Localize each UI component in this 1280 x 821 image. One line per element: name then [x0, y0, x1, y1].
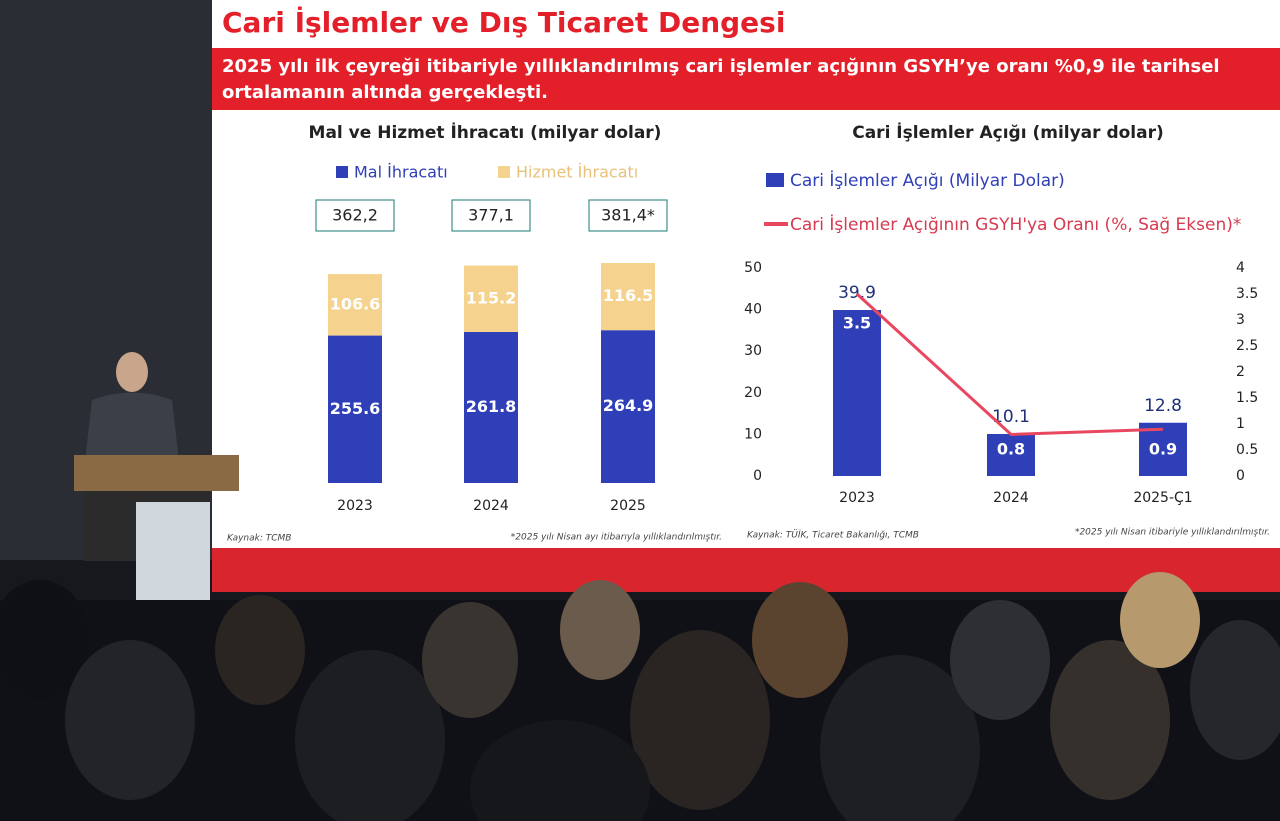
- value-label: 12.8: [1144, 396, 1182, 416]
- line-value-label: 3.5: [843, 314, 871, 333]
- footer-band: [212, 548, 1280, 592]
- bar: [833, 310, 881, 476]
- y2-tick-label: 1: [1236, 416, 1245, 432]
- line-value-label: 0.9: [1149, 440, 1177, 459]
- total-box: [588, 199, 668, 232]
- y2-tick-label: 1.5: [1236, 390, 1258, 406]
- y2-tick-label: 3: [1236, 312, 1245, 328]
- y-tick-label: 50: [744, 260, 762, 276]
- value-label: 261.8: [466, 397, 517, 416]
- footnote: *2025 yılı Nisan itibariyle yıllıklandır…: [1075, 528, 1270, 538]
- line: [855, 292, 1164, 436]
- total-box: [451, 199, 531, 232]
- x-tick-label: 2025-Ç1: [1133, 490, 1192, 506]
- source-note: Kaynak: TÜİK, Ticaret Bakanlığı, TCMB: [747, 530, 919, 541]
- legend-label: Cari İşlemler Açığı (Milyar Dolar): [790, 170, 1065, 191]
- value-label: 264.9: [603, 396, 654, 415]
- y2-tick-label: 4: [1236, 260, 1245, 276]
- speaker-body: [84, 392, 180, 470]
- value-label: 39.9: [838, 283, 876, 303]
- y2-tick-label: 0.5: [1236, 442, 1258, 458]
- total-label: 381,4*: [601, 206, 655, 225]
- legend-label: Mal İhracatı: [354, 163, 448, 182]
- y-tick-label: 0: [753, 468, 762, 484]
- total-label: 377,1: [468, 206, 514, 225]
- bar-segment: [601, 263, 655, 331]
- line-value-label: 0.8: [997, 440, 1025, 459]
- x-tick-label: 2024: [993, 490, 1029, 506]
- source-note: Kaynak: TCMB: [227, 534, 291, 544]
- speaker-head: [116, 352, 148, 392]
- bar-segment: [464, 265, 518, 332]
- y2-tick-label: 2.5: [1236, 338, 1258, 354]
- bar-segment: [601, 330, 655, 483]
- bar-segment: [464, 331, 518, 483]
- y-tick-label: 20: [744, 385, 762, 401]
- bar-segment: [328, 335, 382, 483]
- bar: [1139, 422, 1187, 476]
- total-box: [315, 199, 395, 232]
- legend-swatch: [766, 173, 784, 187]
- value-label: 115.2: [466, 288, 517, 307]
- legend-label: Cari İşlemler Açığının GSYH'ya Oranı (%,…: [790, 214, 1241, 235]
- bar: [987, 433, 1035, 476]
- x-tick-label: 2024: [473, 498, 509, 514]
- y-tick-label: 10: [744, 426, 762, 442]
- total-label: 362,2: [332, 206, 378, 225]
- chart-title: Cari İşlemler Açığı (milyar dolar): [852, 121, 1164, 143]
- y-tick-label: 40: [744, 302, 762, 318]
- audience: [0, 572, 1280, 821]
- bar-segment: [328, 274, 382, 336]
- value-label: 116.5: [603, 286, 654, 305]
- legend-swatch: [498, 166, 510, 178]
- value-label: 10.1: [992, 407, 1030, 427]
- banner: [136, 502, 210, 612]
- subtitle-band: [212, 48, 1280, 110]
- value-label: 255.6: [330, 399, 381, 418]
- slide-title: Cari İşlemler ve Dış Ticaret Dengesi: [222, 6, 786, 39]
- x-tick-label: 2025: [610, 498, 646, 514]
- x-tick-label: 2023: [337, 498, 373, 514]
- y2-tick-label: 2: [1236, 364, 1245, 380]
- x-tick-label: 2023: [839, 490, 875, 506]
- podium-top: [74, 455, 239, 491]
- legend-label: Hizmet İhracatı: [516, 163, 638, 182]
- footnote: *2025 yılı Nisan ayı itibarıyla yıllıkla…: [511, 533, 722, 543]
- y2-tick-label: 3.5: [1236, 286, 1258, 302]
- value-label: 106.6: [330, 294, 381, 313]
- chart-title: Mal ve Hizmet İhracatı (milyar dolar): [309, 121, 662, 143]
- slide-subtitle: 2025 yılı ilk çeyreği itibariyle yıllıkl…: [222, 56, 1220, 103]
- y2-tick-label: 0: [1236, 468, 1245, 484]
- y-tick-label: 30: [744, 343, 762, 359]
- legend-swatch: [336, 166, 348, 178]
